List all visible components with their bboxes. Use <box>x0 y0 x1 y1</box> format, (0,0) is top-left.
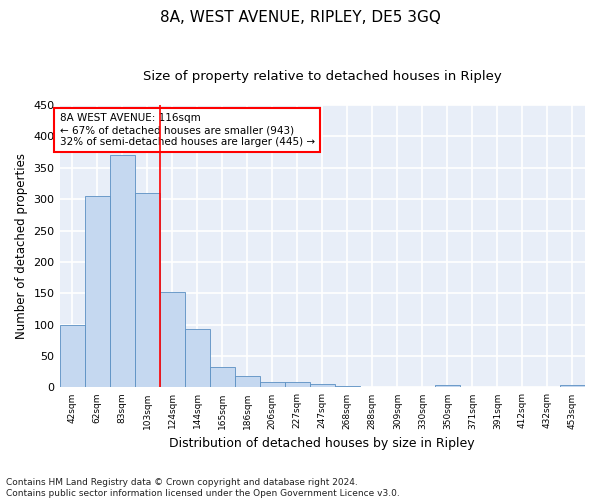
Title: Size of property relative to detached houses in Ripley: Size of property relative to detached ho… <box>143 70 502 83</box>
Bar <box>360 387 385 388</box>
Bar <box>385 387 410 388</box>
Text: Contains HM Land Registry data © Crown copyright and database right 2024.
Contai: Contains HM Land Registry data © Crown c… <box>6 478 400 498</box>
Text: 8A, WEST AVENUE, RIPLEY, DE5 3GQ: 8A, WEST AVENUE, RIPLEY, DE5 3GQ <box>160 10 440 25</box>
Bar <box>435 385 460 388</box>
Text: 8A WEST AVENUE: 116sqm
← 67% of detached houses are smaller (943)
32% of semi-de: 8A WEST AVENUE: 116sqm ← 67% of detached… <box>59 114 314 146</box>
Bar <box>310 384 335 388</box>
Bar <box>560 385 585 388</box>
Bar <box>285 382 310 388</box>
Bar <box>59 324 85 388</box>
Bar <box>85 196 110 388</box>
Bar <box>335 386 360 388</box>
Bar <box>209 368 235 388</box>
Bar <box>260 382 285 388</box>
Bar <box>185 329 209 388</box>
Bar <box>410 387 435 388</box>
Bar <box>134 193 160 388</box>
Bar <box>110 155 134 388</box>
X-axis label: Distribution of detached houses by size in Ripley: Distribution of detached houses by size … <box>169 437 475 450</box>
Bar <box>160 292 185 388</box>
Bar <box>235 376 260 388</box>
Y-axis label: Number of detached properties: Number of detached properties <box>15 153 28 339</box>
